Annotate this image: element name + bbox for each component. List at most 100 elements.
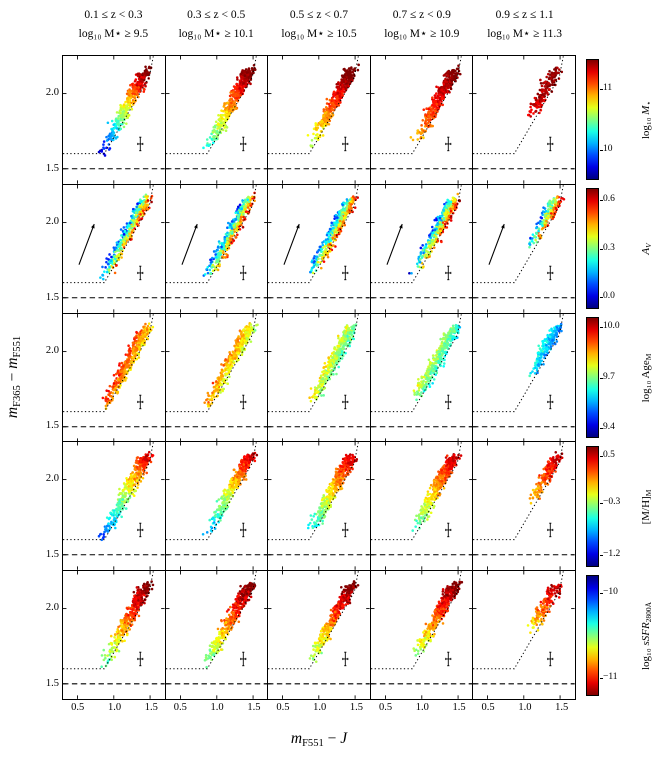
x-tick-label: 1.5 — [452, 702, 466, 713]
colorbar-stellar-mass — [586, 59, 599, 180]
column-header-3: 0.5 ≤ z < 0.7 log₁₀ M⋆ ≥ 10.5 — [268, 6, 371, 44]
mass-cut-label: log₁₀ M⋆ ≥ 11.3 — [487, 27, 562, 40]
panel-r3c3 — [268, 313, 371, 443]
y-tick-label: 1.5 — [45, 549, 59, 561]
colorbar-label-dust-attenuation: AV — [640, 242, 654, 255]
redshift-bin-label: 0.9 ≤ z ≤ 1.1 — [495, 9, 554, 21]
panel-r3c2 — [165, 313, 269, 443]
colorbar-tick — [600, 326, 603, 328]
panel-r1c4 — [370, 56, 474, 185]
panel-r2c3 — [268, 184, 371, 314]
scatter-plot — [268, 442, 370, 571]
scatter-plot — [370, 184, 473, 313]
colorbar-tick — [600, 455, 603, 457]
colorbar-ssfr — [586, 575, 599, 696]
panel-r2c2 — [165, 184, 269, 314]
y-tick-label: 1.5 — [45, 678, 59, 689]
panel-r5c3: 0.5 1.0 1.5 — [268, 571, 371, 713]
panel-r5c4: 0.5 1.0 1.5 — [370, 571, 474, 713]
panel-r3c4 — [370, 313, 474, 443]
scatter-plot — [370, 571, 473, 699]
redshift-bin-label: 0.3 ≤ z < 0.5 — [187, 9, 246, 21]
colorbar-tick-label: −1.2 — [603, 548, 621, 559]
column-header-5: 0.9 ≤ z ≤ 1.1 log₁₀ M⋆ ≥ 11.3 — [473, 6, 576, 44]
colorbar-tick-label: 9.7 — [603, 371, 615, 382]
colorbar-tick — [600, 248, 603, 250]
redshift-bin-label: 0.1 ≤ z < 0.3 — [84, 9, 143, 21]
panel-r2c5 — [473, 184, 576, 314]
x-tick-label: 1.5 — [144, 702, 158, 713]
colorbar-tick — [600, 89, 603, 91]
y-tick-label: 2.0 — [45, 215, 59, 227]
y-tick-label: 1.5 — [45, 291, 59, 303]
colorbar-tick — [600, 149, 603, 151]
x-tick-label: 1.5 — [349, 702, 364, 713]
colorbar-gradient — [587, 318, 598, 437]
scatter-plot — [473, 442, 575, 571]
colorbar-tick-label: 10 — [603, 143, 613, 154]
x-tick-label: 1.0 — [107, 702, 122, 713]
colorbar-tick — [600, 200, 603, 202]
panel-r1c1: 1.5 2.0 — [46, 56, 166, 185]
x-tick-label: 0.5 — [481, 702, 495, 713]
scatter-plot — [268, 184, 370, 313]
colorbar-tick — [600, 377, 603, 379]
panel-r2c1: 1.5 2.0 — [46, 184, 166, 314]
scatter-plot — [473, 313, 575, 442]
scatter-plot — [63, 56, 165, 184]
panel-grid: 1.5 2.0 1.5 2.0 1.5 2.0 1.5 2.0 1.5 2.0 0.5 1.0 1.5 0… — [46, 55, 576, 713]
y-axis-label: mF365 − mF551 — [4, 335, 24, 419]
mass-cut-label: log₁₀ M⋆ ≥ 9.5 — [78, 27, 149, 40]
panel-r1c2 — [165, 56, 269, 185]
colorbar-tick-label: 11 — [603, 83, 613, 94]
mass-cut-label: log₁₀ M⋆ ≥ 10.5 — [281, 27, 357, 40]
colorbar-age — [586, 317, 599, 438]
colorbar-label-stellar-mass: log₁₀ M⋆ — [640, 100, 654, 139]
colorbar-gradient — [587, 447, 598, 566]
scatter-plot — [370, 442, 473, 571]
colorbar-tick-label: 10.0 — [603, 320, 620, 331]
scatter-plot — [473, 56, 575, 184]
colorbar-tick-label: −10 — [603, 587, 618, 598]
scatter-plot — [370, 313, 473, 442]
column-header-2: 0.3 ≤ z < 0.5 log₁₀ M⋆ ≥ 10.1 — [165, 6, 268, 44]
x-tick-label: 0.5 — [276, 702, 290, 713]
y-tick-label: 1.5 — [45, 420, 59, 432]
colorbar-tick-label: −11 — [603, 671, 618, 682]
panel-r4c3 — [268, 442, 371, 572]
colorbar-tick-label: 0.5 — [603, 449, 615, 460]
panel-r4c1: 1.5 2.0 — [46, 442, 166, 572]
scatter-plot — [63, 442, 165, 571]
colorbar-tick — [600, 502, 603, 504]
scatter-plot — [165, 184, 268, 313]
column-headers: 0.1 ≤ z < 0.3 log₁₀ M⋆ ≥ 9.5 0.3 ≤ z < 0… — [62, 6, 576, 44]
column-header-1: 0.1 ≤ z < 0.3 log₁₀ M⋆ ≥ 9.5 — [62, 6, 165, 44]
mass-cut-label: log₁₀ M⋆ ≥ 10.9 — [384, 27, 460, 40]
scatter-plot — [165, 442, 268, 571]
colorbar-tick — [600, 428, 603, 430]
panel-r5c1: 1.5 2.0 0.5 1.0 1.5 — [46, 571, 166, 713]
x-axis-label: mF551 − J — [290, 730, 348, 750]
colorbar-metallicity — [586, 446, 599, 567]
scatter-plot — [165, 313, 268, 442]
colorbar-tick-label: 0.6 — [603, 194, 615, 205]
scatter-plot — [63, 571, 165, 699]
redshift-bin-label: 0.7 ≤ z < 0.9 — [392, 9, 451, 21]
mass-cut-label: log₁₀ M⋆ ≥ 10.1 — [178, 27, 254, 40]
x-tick-label: 0.5 — [173, 702, 187, 713]
scatter-plot — [63, 313, 165, 442]
panel-r2c4 — [370, 184, 474, 314]
scatter-plot — [370, 56, 473, 184]
colorbar-gradient — [587, 60, 598, 179]
colorbar-tick — [600, 296, 603, 298]
colorbar-tick-label: 9.4 — [603, 422, 615, 433]
scatter-plot — [165, 56, 268, 184]
panel-r4c5 — [473, 442, 576, 572]
colorbar-tick-label: −0.3 — [603, 496, 621, 507]
colorbar-tick — [600, 554, 603, 556]
x-tick-label: 1.0 — [210, 702, 224, 713]
y-tick-label: 2.0 — [45, 86, 59, 98]
panel-r3c5 — [473, 313, 576, 443]
scatter-plot — [473, 571, 575, 699]
